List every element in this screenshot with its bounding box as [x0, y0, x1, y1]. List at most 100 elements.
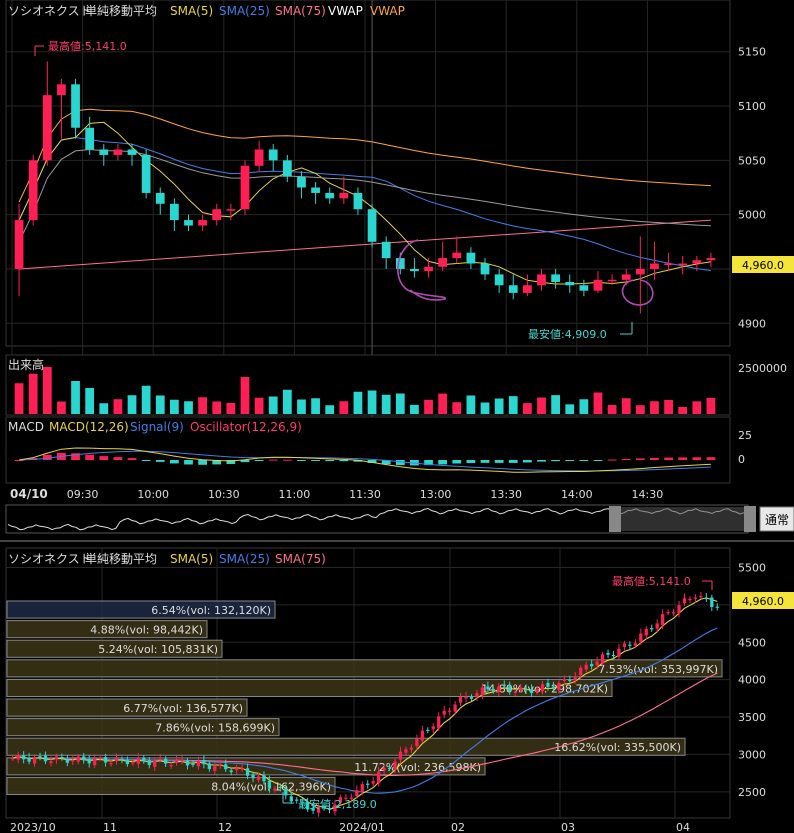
daily-candle-body[interactable] [622, 643, 627, 647]
candle-body[interactable] [523, 285, 532, 293]
volume-profile-bar[interactable] [6, 620, 208, 639]
daily-candle-body[interactable] [486, 686, 490, 690]
daily-candle-body[interactable] [311, 808, 315, 811]
candle-body[interactable] [113, 149, 123, 155]
daily-candle-body[interactable] [174, 760, 179, 764]
daily-candle-body[interactable] [513, 691, 517, 693]
candle-body[interactable] [42, 95, 52, 161]
daily-candle-body[interactable] [338, 797, 343, 803]
daily-candle-body[interactable] [191, 763, 195, 765]
daily-candle-body[interactable] [213, 766, 217, 771]
volume-profile-bar[interactable] [6, 718, 280, 737]
daily-candle-body[interactable] [491, 688, 495, 691]
daily-candle-body[interactable] [109, 763, 113, 765]
mode-button[interactable] [759, 506, 794, 532]
daily-candle-body[interactable] [207, 763, 211, 770]
daily-candle-body[interactable] [682, 598, 687, 604]
daily-candle-body[interactable] [196, 760, 201, 767]
daily-candle-body[interactable] [579, 667, 583, 675]
daily-candle-body[interactable] [218, 764, 222, 766]
daily-candle-body[interactable] [666, 612, 670, 614]
candle-body[interactable] [480, 263, 490, 275]
daily-candle-body[interactable] [164, 758, 168, 764]
daily-candle-body[interactable] [464, 696, 468, 699]
daily-candle-body[interactable] [661, 614, 665, 626]
candle-body[interactable] [240, 165, 250, 210]
candle-body[interactable] [325, 192, 335, 199]
daily-candle-body[interactable] [377, 771, 381, 783]
volume-profile-bar[interactable] [6, 600, 276, 619]
daily-candle-body[interactable] [677, 605, 681, 614]
candle-body[interactable] [607, 279, 617, 282]
daily-candle-body[interactable] [404, 749, 408, 753]
daily-candle-body[interactable] [153, 761, 157, 767]
candle-body[interactable] [339, 192, 349, 199]
volume-profile-bar[interactable] [6, 678, 613, 698]
intraday-legend-sma75[interactable]: SMA(75) [275, 4, 326, 18]
candle-body[interactable] [678, 263, 688, 266]
candle-body[interactable] [282, 160, 292, 177]
candle-body[interactable] [57, 84, 66, 96]
intraday-legend-vwap-2[interactable]: VWAP [370, 4, 405, 18]
candle-body[interactable] [367, 209, 377, 242]
daily-candle-body[interactable] [600, 654, 605, 664]
candle-body[interactable] [155, 192, 165, 204]
daily-candle-body[interactable] [300, 801, 304, 803]
candle-body[interactable] [311, 187, 320, 193]
daily-candle-body[interactable] [245, 768, 250, 776]
candle-body[interactable] [85, 127, 95, 150]
daily-candle-body[interactable] [480, 687, 485, 696]
daily-candle-body[interactable] [43, 755, 48, 762]
daily-candle-body[interactable] [76, 756, 80, 762]
daily-candle-body[interactable] [142, 757, 146, 762]
daily-candle-body[interactable] [87, 759, 91, 764]
candle-body[interactable] [99, 149, 109, 155]
candle-body[interactable] [466, 252, 476, 264]
volume-profile-bar[interactable] [6, 659, 723, 678]
daily-candle-body[interactable] [256, 776, 261, 781]
volume-profile-bar[interactable] [6, 698, 248, 717]
daily-candle-body[interactable] [131, 762, 135, 764]
daily-candle-body[interactable] [693, 597, 698, 599]
daily-candle-body[interactable] [54, 756, 59, 760]
daily-candle-body[interactable] [458, 696, 463, 703]
daily-candle-body[interactable] [125, 759, 130, 765]
daily-candle-body[interactable] [71, 760, 75, 762]
candle-body[interactable] [381, 241, 391, 259]
daily-candle-body[interactable] [524, 688, 528, 691]
daily-candle-body[interactable] [322, 805, 326, 809]
navigator-window[interactable] [612, 507, 746, 531]
daily-candle-body[interactable] [273, 788, 277, 791]
daily-candle-body[interactable] [519, 687, 523, 690]
daily-candle-body[interactable] [617, 648, 621, 657]
volume-profile-bar[interactable] [6, 639, 223, 658]
daily-candle-body[interactable] [398, 751, 403, 760]
candle-body[interactable] [212, 209, 222, 221]
candle-body[interactable] [593, 279, 603, 291]
intraday-legend-sma5[interactable]: SMA(5) [170, 4, 213, 18]
daily-candle-body[interactable] [469, 696, 474, 699]
daily-candle-body[interactable] [420, 730, 424, 741]
candle-body[interactable] [452, 252, 462, 259]
daily-candle-body[interactable] [540, 684, 545, 692]
daily-candle-body[interactable] [82, 756, 86, 761]
candle-body[interactable] [198, 220, 207, 226]
daily-candle-body[interactable] [568, 679, 572, 682]
daily-candle-body[interactable] [158, 758, 162, 760]
daily-candle-body[interactable] [628, 644, 632, 646]
daily-candle-body[interactable] [562, 678, 566, 682]
daily-candle-body[interactable] [103, 757, 108, 763]
daily-candle-body[interactable] [671, 612, 676, 614]
daily-candle-body[interactable] [202, 760, 206, 765]
candle-body[interactable] [565, 282, 575, 286]
daily-candle-body[interactable] [120, 759, 124, 761]
candle-body[interactable] [127, 149, 137, 155]
daily-candle-body[interactable] [382, 767, 386, 771]
candle-body[interactable] [410, 268, 419, 272]
daily-candle-body[interactable] [393, 761, 397, 770]
daily-candle-body[interactable] [502, 684, 506, 686]
daily-candle-body[interactable] [557, 682, 561, 690]
daily-candle-body[interactable] [284, 788, 288, 796]
daily-candle-body[interactable] [551, 686, 556, 689]
candle-body[interactable] [254, 149, 264, 166]
